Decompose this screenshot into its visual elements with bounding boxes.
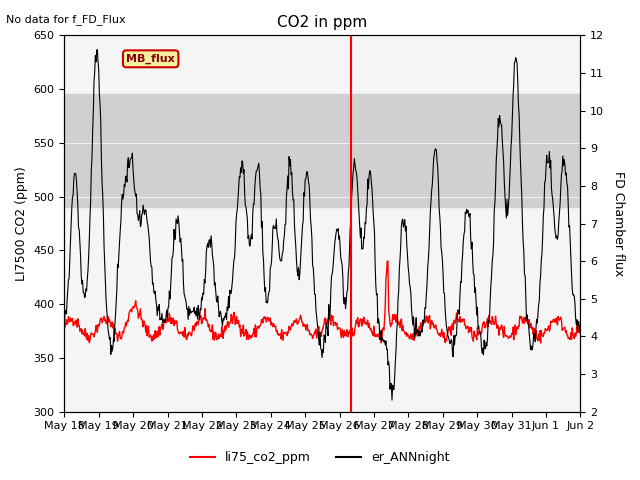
Text: No data for f_FD_Flux: No data for f_FD_Flux xyxy=(6,14,126,25)
Bar xyxy=(65,95,580,207)
Y-axis label: LI7500 CO2 (ppm): LI7500 CO2 (ppm) xyxy=(15,166,28,281)
Text: MB_flux: MB_flux xyxy=(126,54,175,64)
Y-axis label: FD Chamber flux: FD Chamber flux xyxy=(612,171,625,276)
Legend: li75_co2_ppm, er_ANNnight: li75_co2_ppm, er_ANNnight xyxy=(186,446,454,469)
Title: CO2 in ppm: CO2 in ppm xyxy=(277,15,367,30)
